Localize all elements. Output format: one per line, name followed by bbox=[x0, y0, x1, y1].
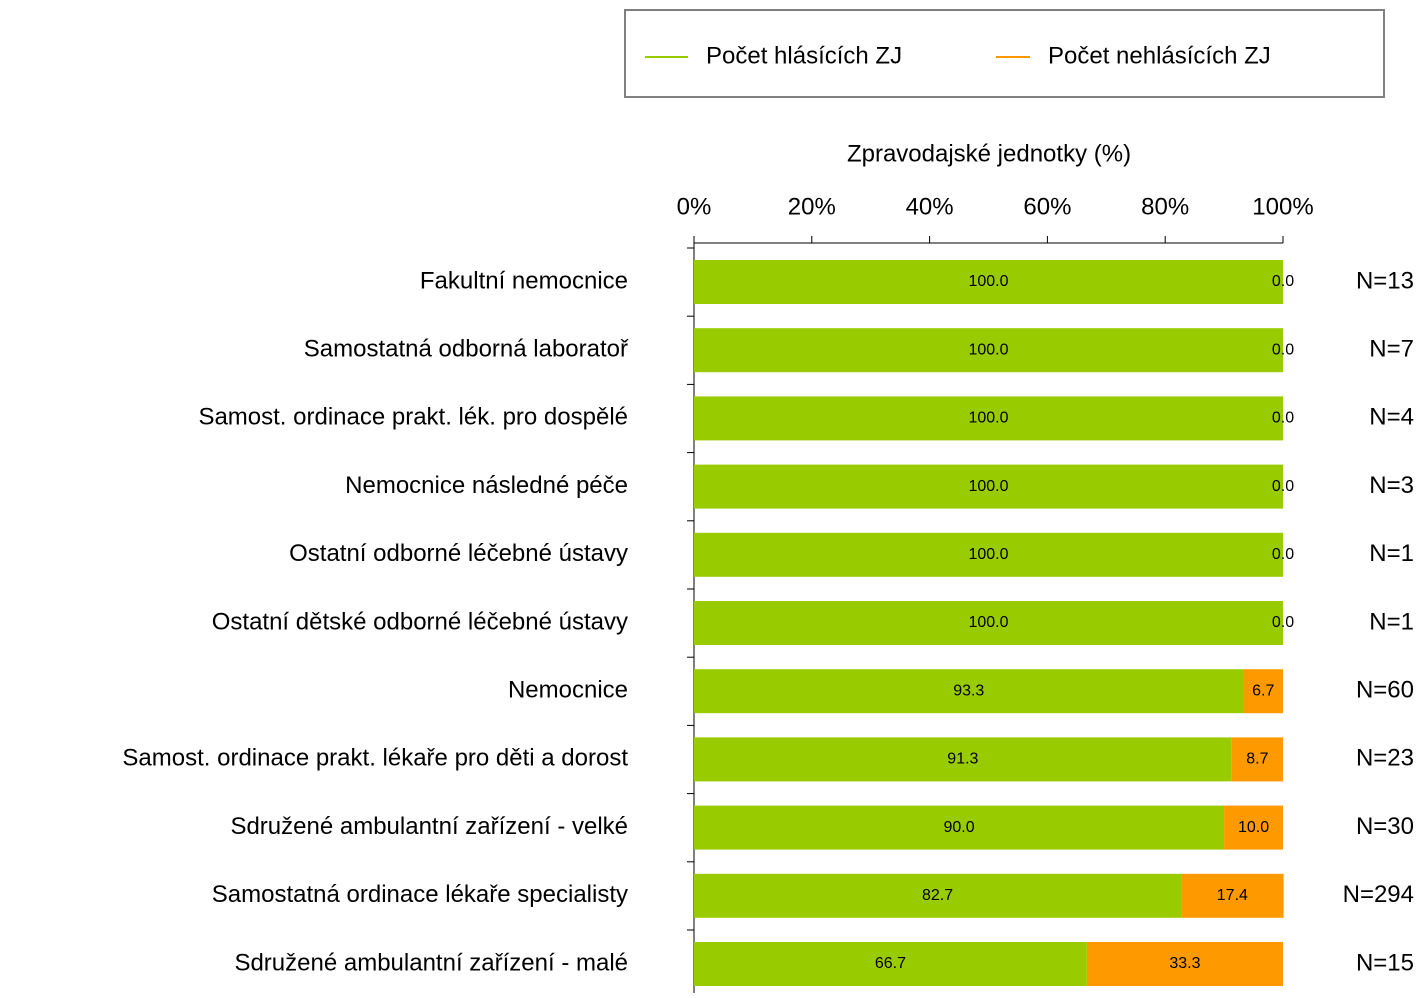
value-label: 0.0 bbox=[1272, 410, 1294, 427]
bar-segment bbox=[1224, 805, 1283, 850]
n-label: N=1 bbox=[1369, 608, 1414, 635]
category-label: Ostatní odborné léčebné ústavy bbox=[289, 540, 628, 567]
n-label: N=13 bbox=[1356, 267, 1414, 294]
n-label: N=15 bbox=[1356, 949, 1414, 976]
value-label: 100.0 bbox=[968, 273, 1008, 290]
n-label: N=23 bbox=[1356, 745, 1414, 772]
value-label: 82.7 bbox=[922, 887, 953, 904]
value-label: 10.0 bbox=[1238, 819, 1269, 836]
value-label: 90.0 bbox=[943, 819, 974, 836]
bar-segment bbox=[694, 601, 1283, 645]
value-label: 100.0 bbox=[968, 546, 1008, 563]
bar-segment bbox=[694, 396, 1283, 441]
value-label: 8.7 bbox=[1246, 751, 1268, 768]
legend-box bbox=[624, 9, 1385, 98]
value-label: 0.0 bbox=[1272, 273, 1294, 290]
value-label: 0.0 bbox=[1272, 546, 1294, 563]
n-label: N=294 bbox=[1343, 881, 1414, 908]
bar-segment bbox=[694, 464, 1283, 509]
value-label: 0.0 bbox=[1272, 341, 1294, 358]
category-label: Samostatná ordinace lékaře specialisty bbox=[212, 881, 628, 908]
bar-segment bbox=[694, 942, 1087, 986]
n-label: N=3 bbox=[1369, 472, 1414, 499]
bar-segment bbox=[694, 532, 1283, 577]
category-label: Samost. ordinace prakt. lékaře pro děti … bbox=[122, 745, 628, 772]
value-label: 100.0 bbox=[968, 478, 1008, 495]
category-label: Nemocnice následné péče bbox=[345, 472, 628, 499]
value-label: 100.0 bbox=[968, 341, 1008, 358]
value-label: 33.3 bbox=[1169, 955, 1200, 972]
bar-segment bbox=[1086, 942, 1283, 986]
value-label: 17.4 bbox=[1217, 887, 1248, 904]
n-label: N=60 bbox=[1356, 677, 1414, 704]
bar-segment bbox=[1243, 669, 1283, 714]
category-label: Nemocnice bbox=[508, 677, 628, 704]
bar-segment bbox=[694, 328, 1283, 373]
x-tick-label: 40% bbox=[906, 193, 954, 220]
bar-segment bbox=[1231, 737, 1283, 782]
bar-segment bbox=[694, 873, 1182, 918]
value-label: 93.3 bbox=[953, 682, 984, 699]
bar-segment bbox=[1181, 873, 1284, 918]
value-label: 0.0 bbox=[1272, 614, 1294, 631]
category-label: Samost. ordinace prakt. lék. pro dospělé bbox=[198, 404, 628, 431]
category-label: Samostatná odborná laboratoř bbox=[304, 336, 629, 363]
value-label: 6.7 bbox=[1252, 682, 1274, 699]
value-label: 100.0 bbox=[968, 410, 1008, 427]
category-label: Fakultní nemocnice bbox=[420, 267, 628, 294]
legend-label: Počet nehlásících ZJ bbox=[1048, 42, 1271, 69]
x-tick-label: 80% bbox=[1141, 193, 1189, 220]
bar-segment bbox=[694, 805, 1225, 850]
category-label: Sdružené ambulantní zařízení - velké bbox=[230, 813, 628, 840]
category-label: Ostatní dětské odborné léčebné ústavy bbox=[212, 608, 628, 635]
bar-segment bbox=[694, 260, 1283, 304]
n-label: N=1 bbox=[1369, 540, 1414, 567]
x-tick-label: 100% bbox=[1252, 193, 1313, 220]
x-tick-label: 0% bbox=[677, 193, 712, 220]
value-label: 0.0 bbox=[1272, 478, 1294, 495]
value-label: 100.0 bbox=[968, 614, 1008, 631]
x-tick-label: 20% bbox=[788, 193, 836, 220]
bar-segment bbox=[694, 737, 1232, 782]
n-label: N=7 bbox=[1369, 336, 1414, 363]
legend-label: Počet hlásících ZJ bbox=[706, 42, 902, 69]
x-tick-label: 60% bbox=[1023, 193, 1071, 220]
value-label: 66.7 bbox=[875, 955, 906, 972]
n-label: N=30 bbox=[1356, 813, 1414, 840]
value-label: 91.3 bbox=[947, 751, 978, 768]
x-axis-label: Zpravodajské jednotky (%) bbox=[847, 140, 1131, 167]
n-label: N=4 bbox=[1369, 404, 1414, 431]
bar-segment bbox=[694, 669, 1244, 714]
category-label: Sdružené ambulantní zařízení - malé bbox=[234, 949, 628, 976]
